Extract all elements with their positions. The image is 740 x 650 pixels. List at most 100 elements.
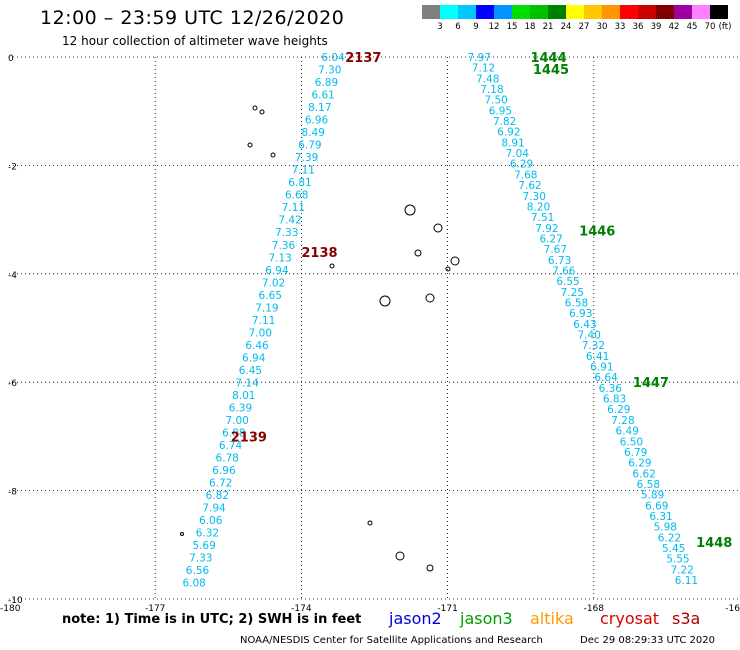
data-label: 6.27 [539,233,562,245]
data-label: 6.41 [586,351,609,363]
data-label: 6.88 [222,428,245,440]
x-tick-label: -16 [725,604,740,614]
data-label: 7.68 [514,169,537,181]
y-tick-label: -2 [8,162,17,172]
color-scale-label: 70 [704,22,716,32]
color-swatch [458,5,476,19]
island-outline [426,564,434,572]
data-label: 6.39 [229,402,252,414]
data-label: 6.29 [628,458,651,470]
time-label: 2139 [231,430,267,445]
island-outline [404,204,416,216]
x-tick-label: -177 [145,604,165,614]
color-swatch [602,5,620,19]
color-scale-label: 6 [455,22,461,32]
data-label: 7.32 [582,340,605,352]
data-label: 6.32 [196,528,219,540]
data-label: 8.91 [501,137,524,149]
data-label: 7.94 [202,503,226,515]
y-tick-label: -10 [8,596,23,606]
data-label: 6.78 [216,453,239,465]
island-outline [445,266,451,272]
data-label: 6.64 [594,372,618,384]
y-tick-label: 0 [8,54,14,64]
data-label: 6.96 [212,465,236,477]
data-label: 6.69 [645,500,668,512]
data-label: 7.12 [472,63,495,75]
grid-lines [9,56,740,600]
color-scale-label: 15 [506,22,518,32]
island-outline [367,520,373,526]
y-tick-label: -4 [8,271,17,281]
color-swatch [674,5,692,19]
x-tick-label: -180 [0,604,21,614]
island-outline [329,263,335,269]
color-swatch [440,5,458,19]
data-label: 6.92 [497,127,520,139]
data-label: 6.22 [658,532,681,544]
color-scale-label: 39 [650,22,662,32]
island-outline [247,142,253,148]
data-labels: 6.047.306.896.618.176.968.496.797.397.11… [182,52,698,590]
data-label: 6.43 [573,319,596,331]
island-outline [414,249,422,257]
data-label: 6.96 [305,115,329,127]
legend-altika: altika [530,609,574,628]
island-outline [270,152,276,158]
data-label: 7.18 [480,84,503,96]
island-outline [180,532,184,536]
time-label: 1446 [579,224,615,239]
data-label: 7.30 [318,65,341,77]
time-label: 1447 [633,376,669,391]
page-subtitle: 12 hour collection of altimeter wave hei… [62,34,328,48]
color-swatch [638,5,656,19]
data-label: 7.00 [249,327,272,339]
footer-note: note: 1) Time is in UTC; 2) SWH is in fe… [62,612,362,627]
data-label: 6.79 [298,140,321,152]
data-label: 7.13 [268,252,291,264]
data-label: 7.97 [468,52,491,64]
data-label: 6.79 [624,447,647,459]
data-label: 6.49 [616,426,639,438]
island-outline [450,256,460,266]
data-label: 7.00 [225,415,248,427]
color-swatch [656,5,674,19]
data-label: 6.58 [637,479,660,491]
color-scale-label: 42 [668,22,680,32]
data-label: 8.20 [527,201,550,213]
island-outline [252,105,258,111]
data-label: 5.89 [641,490,664,502]
color-swatch [620,5,638,19]
color-scale-label: 12 [488,22,500,32]
color-swatch [692,5,710,19]
data-label: 7.11 [252,315,275,327]
color-scale-label: 18 [524,22,536,32]
data-label: 5.98 [654,522,677,534]
island-outlines [180,105,460,572]
data-label: 5.45 [662,543,685,555]
page-title: 12:00 – 23:59 UTC 12/26/2020 [40,7,345,29]
data-label: 7.42 [278,215,301,227]
data-label: 6.91 [590,362,613,374]
data-label: 5.69 [192,540,215,552]
color-swatch [530,5,548,19]
color-swatch [584,5,602,19]
data-label: 7.19 [255,302,278,314]
data-label: 7.04 [506,148,530,160]
island-outline [425,293,435,303]
color-scale-label: 30 [596,22,608,32]
data-label: 5.55 [666,554,689,566]
data-label: 6.73 [548,255,571,267]
data-label: 6.83 [603,394,626,406]
legend-jason3: jason3 [460,609,513,628]
y-tick-label: -8 [8,488,17,498]
data-label: 6.81 [288,177,311,189]
data-label: 6.55 [556,276,579,288]
data-label: 7.30 [523,191,546,203]
footer-timestamp: Dec 29 08:29:33 UTC 2020 [580,635,715,646]
data-label: 6.94 [265,265,289,277]
island-outline [395,551,405,561]
data-label: 6.29 [510,159,533,171]
color-swatch [476,5,494,19]
